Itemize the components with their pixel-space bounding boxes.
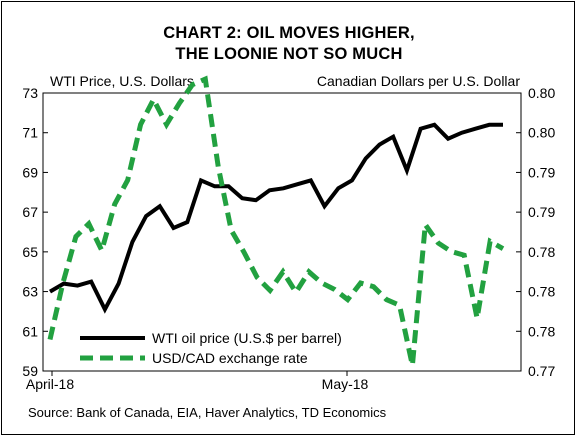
left-tick-label: 65: [22, 244, 38, 260]
left-tick-label: 69: [22, 164, 38, 180]
left-axis-label: WTI Price, U.S. Dollars: [50, 73, 194, 89]
right-tick-label: 0.78: [528, 284, 555, 300]
right-axis-label: Canadian Dollars per U.S. Dollar: [316, 73, 520, 89]
right-tick-label: 0.78: [528, 244, 555, 260]
right-axis: 0.80 0.80 0.79 0.79 0.78 0.78 0.78 0.77: [516, 85, 555, 379]
left-tick-label: 71: [22, 125, 38, 141]
left-tick-label: 59: [22, 363, 38, 379]
legend: WTI oil price (U.S.$ per barrel) USD/CAD …: [80, 330, 342, 366]
plot-area: [42, 92, 522, 372]
right-tick-label: 0.80: [528, 85, 555, 101]
x-tick-label: April-18: [26, 376, 74, 392]
left-tick-label: 61: [22, 323, 38, 339]
left-axis: 73 71 69 67 65 63 61 59: [22, 85, 48, 379]
right-tick-label: 0.80: [528, 125, 555, 141]
chart-title: CHART 2: OIL MOVES HIGHER,: [163, 24, 415, 42]
chart-subtitle: THE LOONIE NOT SO MUCH: [175, 45, 403, 63]
right-tick-label: 0.79: [528, 164, 555, 180]
series-layer: [47, 75, 505, 366]
right-tick-label: 0.79: [528, 204, 555, 220]
left-tick-label: 73: [22, 85, 38, 101]
wti-series-line: [48, 122, 503, 314]
x-axis: April-18 May-18: [26, 371, 369, 392]
left-tick-label: 67: [22, 204, 38, 220]
right-tick-label: 0.78: [528, 323, 555, 339]
usdcad-series-line: [47, 75, 505, 366]
x-tick-label: May-18: [322, 376, 369, 392]
source-note: Source: Bank of Canada, EIA, Haver Analy…: [28, 405, 387, 420]
right-tick-label: 0.77: [528, 363, 555, 379]
legend-label: WTI oil price (U.S.$ per barrel): [152, 330, 342, 346]
left-tick-label: 63: [22, 284, 38, 300]
legend-label: USD/CAD exchange rate: [152, 350, 308, 366]
